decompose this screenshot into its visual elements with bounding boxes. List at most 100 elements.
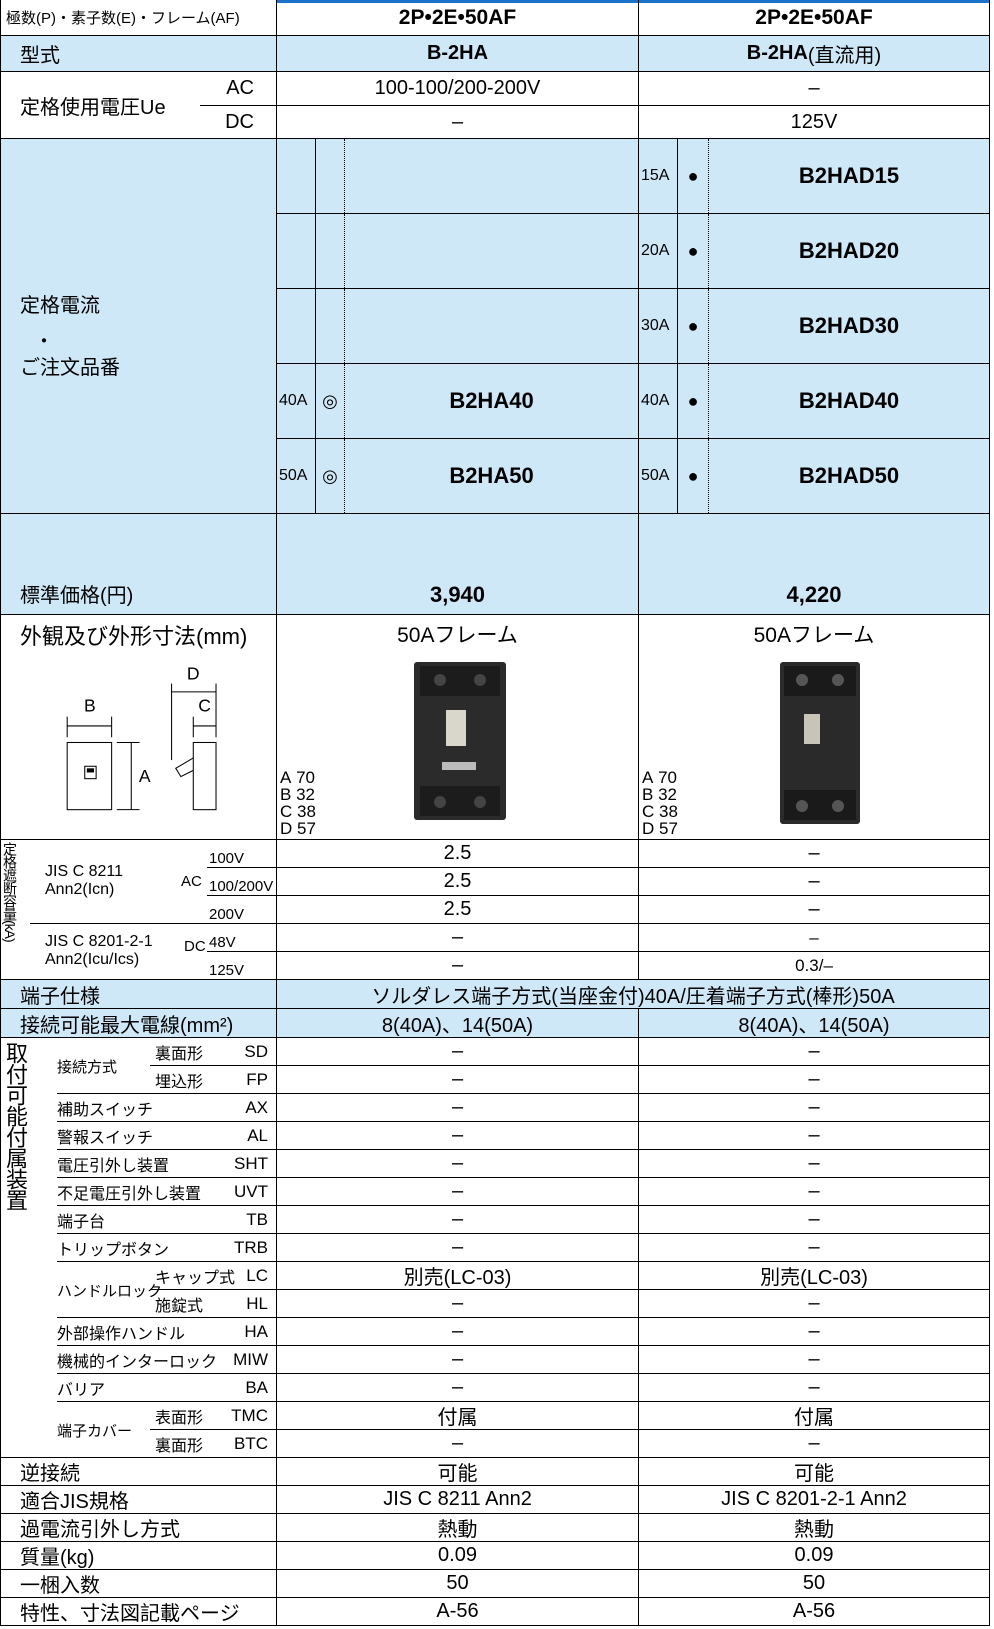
- mark-cell: ●: [678, 139, 709, 213]
- text: 8(40A)、14(50A): [381, 1014, 534, 1037]
- code-cell: [345, 214, 638, 288]
- text: 一梱入数: [20, 1575, 100, 1597]
- text: –: [451, 954, 464, 976]
- text: 38: [297, 802, 316, 821]
- voltage-value: –: [639, 72, 990, 106]
- text: UVT: [234, 1182, 268, 1201]
- voltage-cell: 48V: [207, 924, 276, 952]
- text: AX: [245, 1098, 268, 1117]
- rule: [57, 1093, 276, 1094]
- text: B: [280, 785, 292, 804]
- appearance-label: 外観及び外形寸法(mm): [0, 615, 277, 840]
- appearance-cell: 50Aフレーム A 70 B 32 C 38 D 57: [639, 615, 990, 840]
- accessory-value: 付属: [277, 1402, 639, 1430]
- text: 取付可能付属装置: [3, 1042, 28, 1210]
- text: ●: [687, 465, 699, 486]
- text: 50Aフレーム: [397, 624, 518, 647]
- order-cell: [277, 289, 639, 364]
- text: 70: [296, 768, 315, 787]
- code-cell: [345, 139, 638, 213]
- text: 裏面形: [155, 1438, 204, 1455]
- accessory-value: –: [639, 1234, 990, 1262]
- breaking-value: 2.5: [277, 868, 639, 896]
- text: A: [280, 768, 292, 787]
- appearance-cell: 50Aフレーム A 70 B 32 C 38 D 57: [277, 615, 639, 840]
- header-column: 2P•2E•50AF: [277, 0, 639, 36]
- text: 125V: [209, 962, 245, 979]
- text: A: [642, 768, 654, 787]
- text: TB: [246, 1210, 268, 1229]
- text: 付属: [794, 1407, 834, 1429]
- text: 機械的インターロック: [57, 1354, 218, 1371]
- amp-cell: 50A: [277, 439, 316, 513]
- accessory-value: –: [277, 1150, 639, 1178]
- text: 可能: [437, 1463, 478, 1485]
- voltage-type: DC: [200, 106, 276, 138]
- text: ◎: [322, 465, 338, 486]
- accessory-value: –: [277, 1038, 639, 1066]
- amp-cell: 50A: [639, 439, 678, 513]
- spec-value: A-56: [639, 1598, 990, 1626]
- text: –: [451, 926, 464, 948]
- text: –: [808, 842, 820, 864]
- text: ◎: [322, 390, 338, 411]
- text: JIS C 8211 Ann2: [383, 1488, 532, 1510]
- spec-value: JIS C 8211 Ann2: [277, 1486, 639, 1514]
- standard: JIS C 8201-2-1 Ann2(Icu/Ics): [45, 933, 153, 969]
- spec-label: 適合JIS規格: [0, 1486, 277, 1514]
- text: A-56: [436, 1600, 479, 1622]
- text: 30A: [641, 317, 670, 334]
- current-label: 定格電流・ご注文品番: [0, 139, 277, 514]
- order-cell: 50A ◎ B2HA50: [277, 439, 639, 514]
- text: –: [451, 1068, 464, 1090]
- order-cell: 15A ● B2HAD15: [639, 139, 990, 214]
- voltage-value: –: [277, 106, 639, 139]
- text: –: [808, 1068, 820, 1090]
- text: SD: [244, 1042, 268, 1061]
- accessory-value: –: [639, 1094, 990, 1122]
- code-cell: B2HAD40: [709, 364, 989, 438]
- text: 別売(LC-03): [760, 1267, 868, 1289]
- order-cell: 20A ● B2HAD20: [639, 214, 990, 289]
- text: –: [451, 1152, 464, 1174]
- accessory-value: –: [277, 1430, 639, 1458]
- accessory-value: –: [277, 1066, 639, 1094]
- code-cell: [345, 289, 638, 363]
- price-value: 4,220: [639, 514, 990, 615]
- text: 型式: [20, 45, 60, 67]
- text: 適合JIS規格: [20, 1491, 129, 1513]
- spec-value: 0.09: [639, 1542, 990, 1570]
- breaking-value: –: [639, 896, 990, 924]
- breaking-value: –: [639, 924, 990, 952]
- text: DC: [225, 111, 254, 133]
- spec-label: 質量(kg): [0, 1542, 277, 1570]
- voltage-type: AC: [200, 72, 276, 106]
- dim-letter: B: [84, 695, 96, 715]
- text: キャップ式: [155, 1270, 236, 1287]
- accessory-value: 付属: [639, 1402, 990, 1430]
- breaking-value: 2.5: [277, 896, 639, 924]
- text: 埋込形: [155, 1074, 204, 1091]
- order-cell: 50A ● B2HAD50: [639, 439, 990, 514]
- accessory-value: –: [639, 1318, 990, 1346]
- text: –: [451, 1208, 464, 1230]
- accessory-value: 別売(LC-03): [277, 1262, 639, 1290]
- accessory-value: –: [639, 1178, 990, 1206]
- text: JIS C 8211: [45, 863, 123, 880]
- amp-cell: 30A: [639, 289, 678, 363]
- text: 100-100/200-200V: [374, 77, 541, 99]
- text: ●: [687, 315, 699, 336]
- spec-value: 可能: [277, 1458, 639, 1486]
- text: 0.09: [794, 1544, 834, 1566]
- text: –: [808, 1124, 820, 1146]
- text: –: [451, 1236, 464, 1258]
- accessory-value: –: [639, 1346, 990, 1374]
- breaking-value: –: [639, 840, 990, 868]
- text: 定格遮断容量(kA): [2, 842, 18, 942]
- spec-value: 熱動: [277, 1514, 639, 1542]
- amp-cell: [277, 139, 316, 213]
- spec-value: 50: [639, 1570, 990, 1598]
- text: B-2HA: [746, 42, 808, 64]
- text: –: [451, 1348, 464, 1370]
- text: –: [451, 1320, 464, 1342]
